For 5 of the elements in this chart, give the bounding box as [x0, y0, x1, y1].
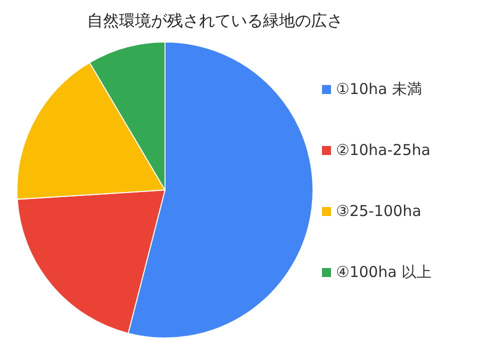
legend-label: ①10ha 未満: [336, 80, 422, 98]
legend-label: ③25-100ha: [336, 202, 422, 220]
legend-label: ②10ha-25ha: [336, 141, 430, 159]
legend-label: ④100ha 以上: [336, 263, 432, 281]
chart-title: 自然環境が残されている緑地の広さ: [87, 11, 343, 30]
